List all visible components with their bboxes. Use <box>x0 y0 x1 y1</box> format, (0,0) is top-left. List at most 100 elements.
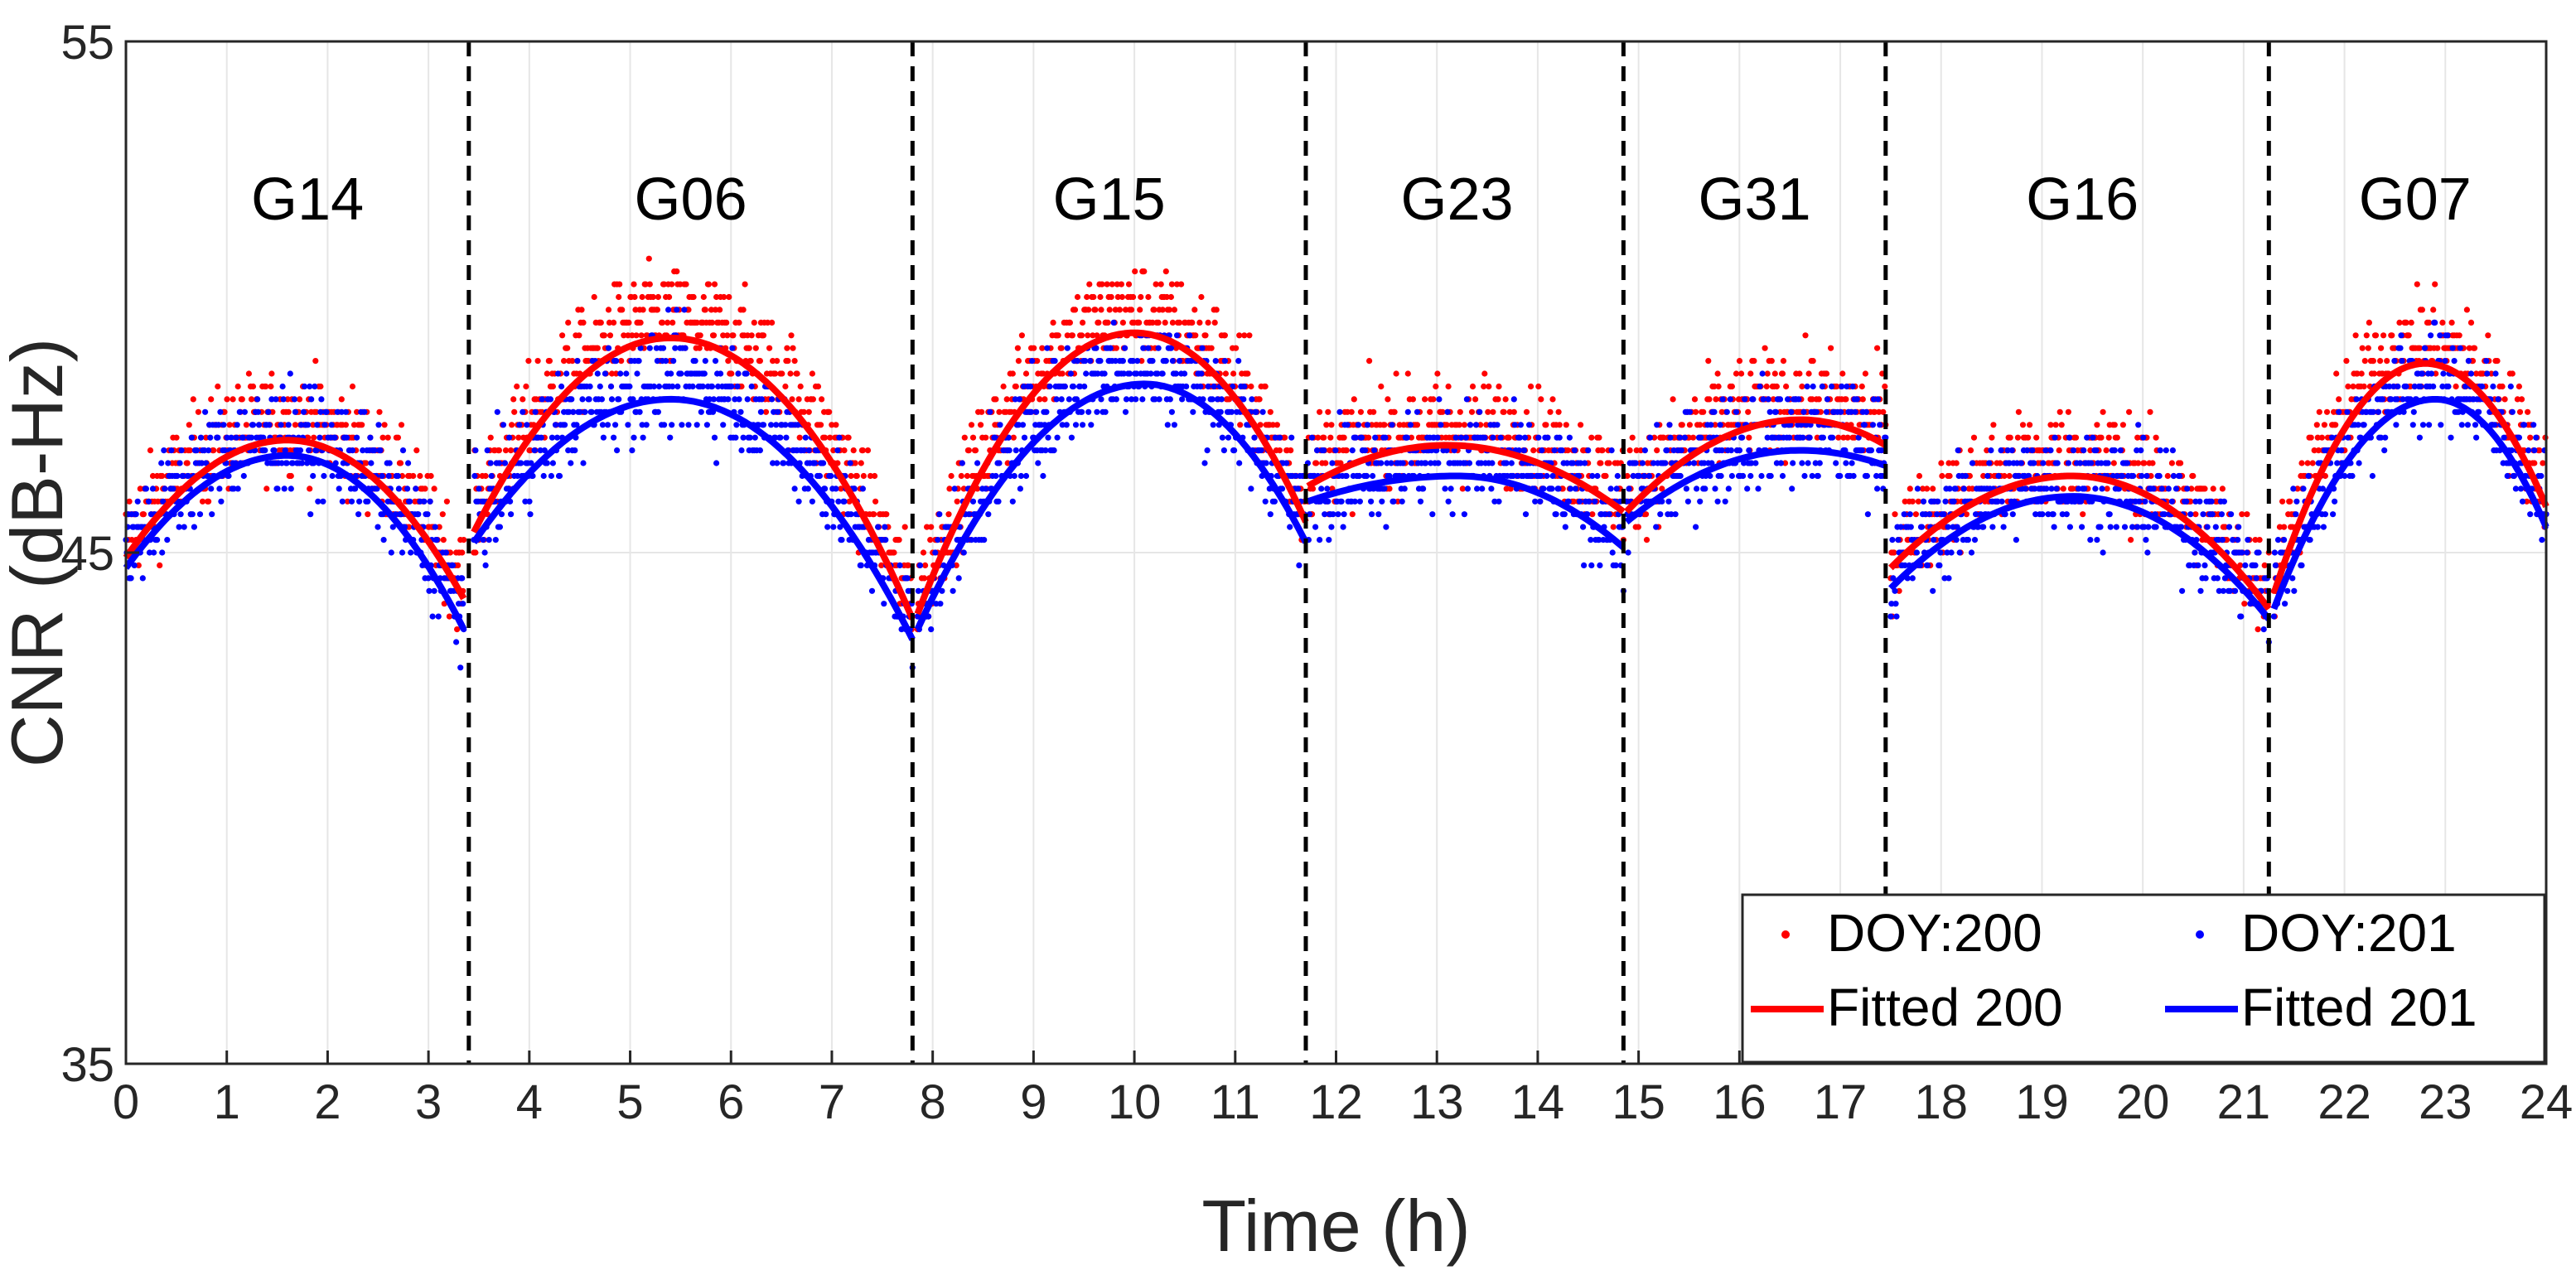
data-point <box>1122 408 1129 415</box>
data-point <box>730 332 737 339</box>
data-point <box>1074 358 1081 365</box>
data-point <box>762 408 770 415</box>
data-point <box>532 408 539 415</box>
data-point <box>853 472 860 480</box>
data-point <box>1190 408 1196 415</box>
data-point <box>650 383 658 390</box>
data-point <box>1528 383 1534 390</box>
data-point <box>1037 396 1043 403</box>
data-point <box>1452 434 1459 441</box>
data-point <box>1272 434 1278 441</box>
data-point <box>1764 370 1771 377</box>
data-point <box>375 524 381 530</box>
data-point <box>1370 408 1377 415</box>
data-point <box>756 447 764 454</box>
data-point <box>2255 626 2261 633</box>
data-point <box>1077 383 1084 390</box>
data-point <box>1439 408 1446 415</box>
data-point <box>1800 434 1806 441</box>
data-point <box>1479 485 1486 492</box>
data-point <box>830 524 837 530</box>
data-point <box>677 281 684 287</box>
data-point <box>616 293 622 301</box>
data-point <box>549 460 557 466</box>
data-point <box>442 549 450 556</box>
data-point <box>168 447 175 454</box>
data-point <box>1665 498 1672 505</box>
data-point <box>1148 370 1154 377</box>
data-point <box>2147 408 2153 415</box>
data-point <box>1532 498 1539 505</box>
data-point <box>1907 485 1913 492</box>
data-point <box>733 422 740 428</box>
data-point <box>1912 511 1919 518</box>
data-point <box>1085 307 1092 313</box>
data-point <box>1138 358 1145 365</box>
data-point <box>300 408 307 415</box>
data-point <box>613 370 620 377</box>
data-point <box>875 524 882 530</box>
data-point <box>1237 422 1244 428</box>
data-point <box>859 447 866 454</box>
data-point <box>1707 472 1713 480</box>
data-point <box>1361 447 1369 454</box>
data-point <box>1467 422 1474 428</box>
data-point <box>415 511 422 518</box>
data-point <box>1596 434 1602 441</box>
data-point <box>1442 485 1448 492</box>
data-point <box>702 307 708 313</box>
data-point <box>1708 422 1714 428</box>
data-point <box>1872 408 1878 415</box>
data-point <box>1317 408 1323 415</box>
data-point <box>2111 422 2118 428</box>
data-point <box>1507 485 1514 492</box>
data-point <box>149 472 157 480</box>
data-point <box>2069 485 2076 492</box>
data-point <box>1445 498 1452 505</box>
data-point <box>1134 358 1141 365</box>
data-point <box>2315 447 2322 454</box>
data-point <box>784 345 790 351</box>
data-point <box>410 472 417 480</box>
data-point <box>515 434 522 441</box>
data-point <box>1430 396 1437 403</box>
data-point <box>344 498 350 505</box>
data-point <box>1551 447 1558 454</box>
data-point <box>2361 383 2367 390</box>
data-point <box>1556 422 1563 428</box>
data-point <box>1561 511 1568 518</box>
data-point <box>1335 511 1341 518</box>
data-point <box>616 396 622 403</box>
data-point <box>1337 460 1344 466</box>
data-point <box>354 408 360 415</box>
data-point <box>758 396 766 403</box>
data-point <box>184 460 191 466</box>
data-point <box>224 434 230 441</box>
data-point <box>1457 408 1463 415</box>
data-point <box>1132 268 1138 275</box>
data-point <box>185 472 191 480</box>
data-point <box>1572 485 1579 492</box>
data-point <box>1020 383 1027 390</box>
data-point <box>2100 408 2106 415</box>
data-point <box>1314 447 1321 454</box>
data-point <box>871 511 877 518</box>
data-point <box>1241 332 1248 339</box>
data-point <box>845 434 852 441</box>
data-point <box>1129 307 1135 313</box>
data-point <box>1009 370 1016 377</box>
data-point <box>699 383 706 390</box>
data-point <box>809 498 816 505</box>
data-point <box>1602 511 1608 518</box>
data-point <box>606 319 613 326</box>
data-point <box>1939 472 1945 480</box>
data-point <box>1679 422 1685 428</box>
data-point <box>553 434 561 441</box>
data-point <box>1259 408 1266 415</box>
data-point <box>643 422 650 428</box>
data-point <box>202 408 209 415</box>
data-point <box>1374 460 1380 466</box>
data-point <box>1288 447 1294 454</box>
data-point <box>1155 345 1162 351</box>
data-point <box>205 498 212 505</box>
